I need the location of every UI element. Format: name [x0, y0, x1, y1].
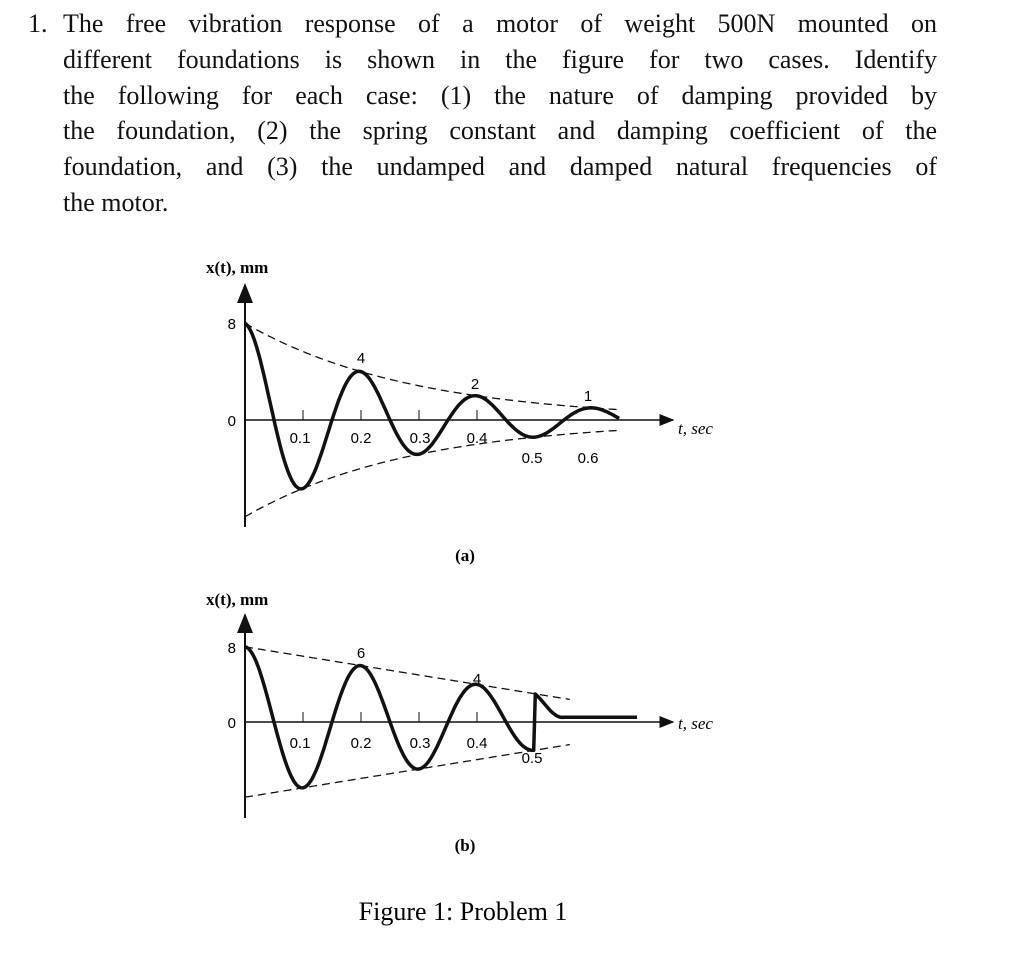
t-tick-label: 0.5 — [522, 750, 543, 767]
figure-caption: Figure 1: Problem 1 — [359, 897, 568, 926]
text-line: the following for each case: (1) the nat… — [63, 81, 937, 110]
t-tick-label: 0.5 — [522, 450, 543, 467]
y-tick-label: 0 — [228, 413, 236, 430]
text-line: The free vibration response of a motor o… — [63, 9, 937, 38]
peak-label: 6 — [357, 645, 365, 662]
t-tick-label: 0.1 — [290, 735, 311, 752]
t-tick-label: 0.6 — [578, 450, 599, 467]
peak-label: 4 — [357, 350, 365, 367]
y-axis-label: x(t), mm — [206, 258, 268, 277]
plot-a: x(t), mm t, sec 8 0 0.1 0.2 0.3 0.4 0.5 … — [206, 258, 713, 565]
x-axis-label: t, sec — [678, 419, 713, 438]
x-axis-label: t, sec — [678, 714, 713, 733]
peak-label: 1 — [584, 388, 592, 405]
peak-label: 4 — [473, 671, 481, 688]
text-line: foundation, and (3) the undamped and dam… — [63, 152, 937, 181]
response-curve — [243, 321, 620, 491]
response-curve — [244, 645, 637, 790]
text-line: different foundations is shown in the fi… — [63, 45, 937, 74]
t-tick-label: 0.3 — [410, 430, 431, 447]
t-tick-label: 0.2 — [351, 735, 372, 752]
envelope — [244, 743, 570, 798]
subfigure-caption: (a) — [455, 546, 475, 565]
text-line: the motor. — [63, 188, 169, 217]
plot-b: x(t), mm t, sec 8 0 0.1 0.2 0.3 0.4 0.5 … — [206, 590, 713, 855]
subfigure-caption: (b) — [455, 836, 476, 855]
t-tick-label: 0.4 — [467, 735, 488, 752]
t-tick-label: 0.3 — [410, 735, 431, 752]
t-tick-label: 0.2 — [351, 430, 372, 447]
t-tick-label: 0.1 — [290, 430, 311, 447]
problem-number: 1. — [28, 9, 48, 38]
y-tick-label: 0 — [228, 715, 236, 732]
t-tick-label: 0.4 — [467, 430, 488, 447]
y-tick-label: 8 — [228, 316, 236, 333]
y-tick-label: 8 — [228, 640, 236, 657]
text-line: the foundation, (2) the spring constant … — [63, 116, 937, 145]
peak-label: 2 — [471, 376, 479, 393]
envelope — [244, 322, 620, 411]
y-axis-label: x(t), mm — [206, 590, 268, 609]
envelope — [244, 646, 570, 701]
